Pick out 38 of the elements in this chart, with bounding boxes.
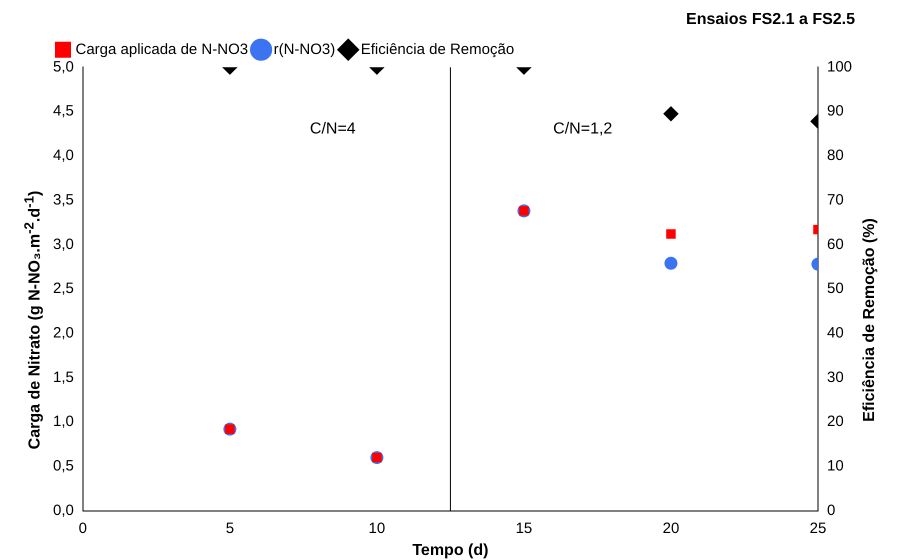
y2-tick-label: 60 <box>826 236 844 253</box>
x-tick-label: 20 <box>662 520 680 537</box>
y2-tick-label: 50 <box>826 280 844 298</box>
point <box>664 256 678 270</box>
x-axis-title: Tempo (d) <box>412 542 488 559</box>
y-tick-label: 3,5 <box>52 191 74 208</box>
y2-tick-label: 80 <box>826 147 844 164</box>
legend-label: Carga aplicada de N-NO3 <box>76 40 248 58</box>
y-tick-label: 4,5 <box>52 102 74 120</box>
y-tick-label: 3,0 <box>52 236 74 253</box>
y-tick-label: 2,5 <box>52 280 74 298</box>
annotation: C/N=4 <box>310 120 356 138</box>
y2-tick-label: 10 <box>826 458 844 475</box>
y2-tick-label: 30 <box>826 368 844 386</box>
y-tick-label: 1,5 <box>52 368 74 386</box>
y2-tick-label: 40 <box>826 324 844 342</box>
y-tick-label: 1,0 <box>52 413 74 430</box>
y-tick-label: 2,0 <box>52 324 74 342</box>
annotation: C/N=1,2 <box>553 120 612 138</box>
y-tick-label: 5,0 <box>52 58 74 76</box>
y2-tick-label: 90 <box>826 102 844 120</box>
y-tick-label: 0,5 <box>52 458 74 475</box>
y2-tick-label: 0 <box>826 502 836 519</box>
point <box>666 229 676 239</box>
legend-label: Eficiência de Remoção <box>360 40 514 58</box>
y2-tick-label: 100 <box>826 58 852 76</box>
x-tick-label: 25 <box>810 520 826 537</box>
y2-tick-label: 20 <box>826 413 844 430</box>
x-tick-label: 10 <box>368 520 386 537</box>
chart-title: Ensaios FS2.1 a FS2.5 <box>686 11 856 28</box>
x-tick-label: 0 <box>78 520 88 537</box>
y2-tick-label: 70 <box>826 191 844 208</box>
y-tick-label: 0,0 <box>52 502 74 519</box>
y2-axis-title: Eficiência de Remoção (%) <box>861 218 879 422</box>
x-tick-label: 5 <box>226 520 234 537</box>
legend-label: r(N-NO3) <box>274 40 336 58</box>
y-tick-label: 4,0 <box>52 147 74 164</box>
x-tick-label: 15 <box>516 520 532 537</box>
